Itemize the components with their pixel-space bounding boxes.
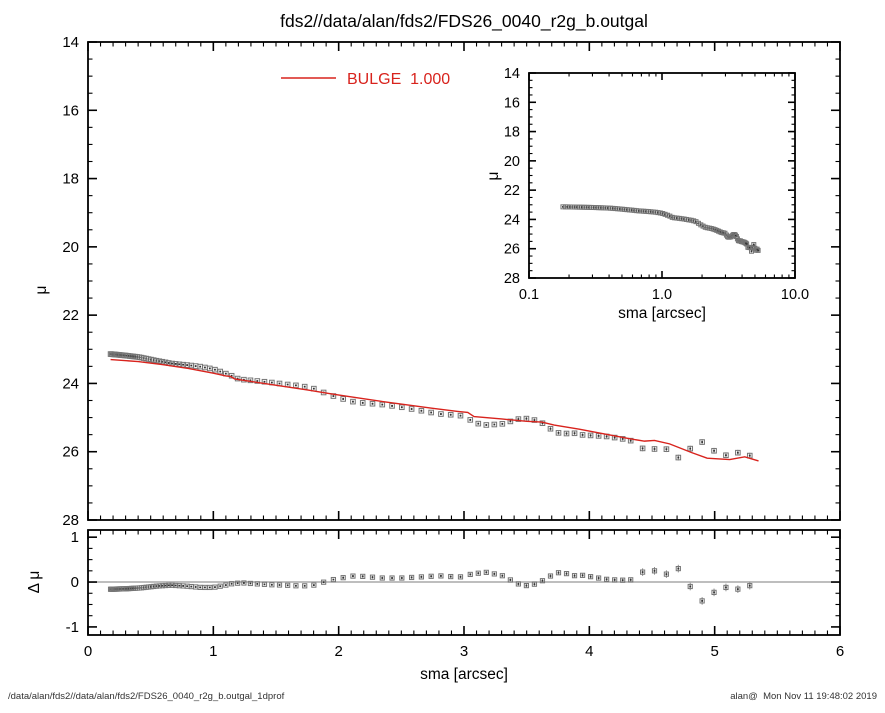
main-panel: 14 16 18 20 22 24 26 28 μ BULGE 1.000 xyxy=(33,34,841,529)
main-data-markers xyxy=(107,351,753,461)
main-y-tick-label: 22 xyxy=(62,307,79,324)
residual-x-tick-label: 1 xyxy=(209,643,217,660)
inset-y-tick-label: 24 xyxy=(504,212,520,228)
residual-axes: 0 1 2 3 4 5 6 1 0 -1 xyxy=(66,529,844,660)
main-y-tick-label: 24 xyxy=(62,375,79,392)
inset-x-tick-label: 10.0 xyxy=(781,287,809,303)
inset-y-tick-label: 28 xyxy=(504,271,520,287)
residual-x-tick-label: 4 xyxy=(585,643,593,660)
inset-data-markers xyxy=(560,204,761,254)
plot-title: fds2//data/alan/fds2/FDS26_0040_r2g_b.ou… xyxy=(280,11,648,32)
footer-file-path: /data/alan/fds2//data/alan/fds2/FDS26_00… xyxy=(8,691,285,702)
main-y-tick-label: 28 xyxy=(62,512,79,529)
main-y-tick-label: 18 xyxy=(62,171,79,188)
legend: BULGE 1.000 xyxy=(281,71,450,88)
inset-y-tick-label: 16 xyxy=(504,95,520,111)
residual-x-axis-label: sma [arcsec] xyxy=(420,666,508,683)
inset-axes: 0.1 1.0 10.0 14 16 18 20 22 24 26 28 xyxy=(504,66,809,303)
main-y-tick-label: 14 xyxy=(62,34,79,51)
inset-x-tick-label: 1.0 xyxy=(652,287,672,303)
inset-y-tick-label: 22 xyxy=(504,183,520,199)
residual-x-tick-label: 3 xyxy=(460,643,468,660)
inset-x-axis-label: sma [arcsec] xyxy=(618,305,706,322)
inset-y-tick-label: 26 xyxy=(504,242,520,258)
residual-x-tick-label: 5 xyxy=(710,643,718,660)
main-y-tick-label: 20 xyxy=(62,239,79,256)
residual-x-tick-label: 6 xyxy=(836,643,844,660)
inset-x-tick-label: 0.1 xyxy=(519,287,539,303)
inset-panel: 0.1 1.0 10.0 14 16 18 20 22 24 26 28 μ sma [arcsec… xyxy=(485,66,809,322)
legend-label: BULGE 1.000 xyxy=(347,71,450,88)
inset-y-tick-label: 18 xyxy=(504,125,520,141)
main-axes: 14 16 18 20 22 24 26 28 xyxy=(62,34,841,529)
bulge-model-line xyxy=(110,358,759,462)
residual-y-tick-label: -1 xyxy=(66,619,79,636)
inset-y-tick-label: 14 xyxy=(504,66,520,82)
residual-panel: 0 1 2 3 4 5 6 1 0 -1 Δ μ sma [arcsec] xyxy=(26,529,844,683)
inset-y-axis-label: μ xyxy=(485,172,502,181)
inset-background xyxy=(529,73,795,278)
residual-data-markers xyxy=(107,564,753,605)
residual-y-tick-label: 1 xyxy=(71,529,79,546)
residual-x-tick-label: 0 xyxy=(84,643,92,660)
residual-x-tick-label: 2 xyxy=(334,643,342,660)
main-y-tick-label: 16 xyxy=(62,102,79,119)
residual-y-axis-label: Δ μ xyxy=(26,571,43,594)
main-y-axis-label: μ xyxy=(33,286,50,295)
inset-y-tick-label: 20 xyxy=(504,154,520,170)
residual-y-tick-label: 0 xyxy=(71,574,79,591)
main-y-tick-label: 26 xyxy=(62,444,79,461)
footer-user-timestamp: alan@ Mon Nov 11 19:48:02 2019 xyxy=(730,691,877,702)
